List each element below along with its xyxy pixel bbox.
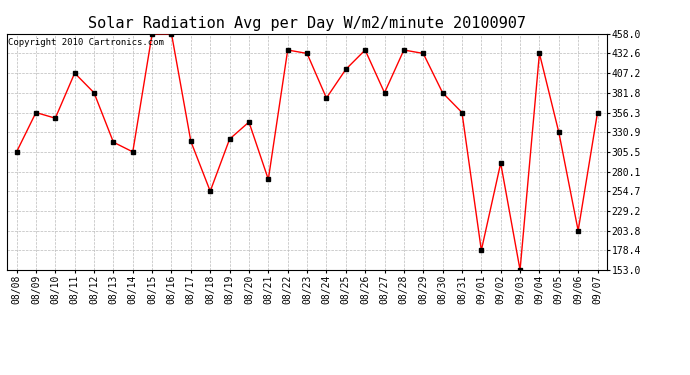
Title: Solar Radiation Avg per Day W/m2/minute 20100907: Solar Radiation Avg per Day W/m2/minute … — [88, 16, 526, 31]
Text: Copyright 2010 Cartronics.com: Copyright 2010 Cartronics.com — [8, 39, 164, 48]
